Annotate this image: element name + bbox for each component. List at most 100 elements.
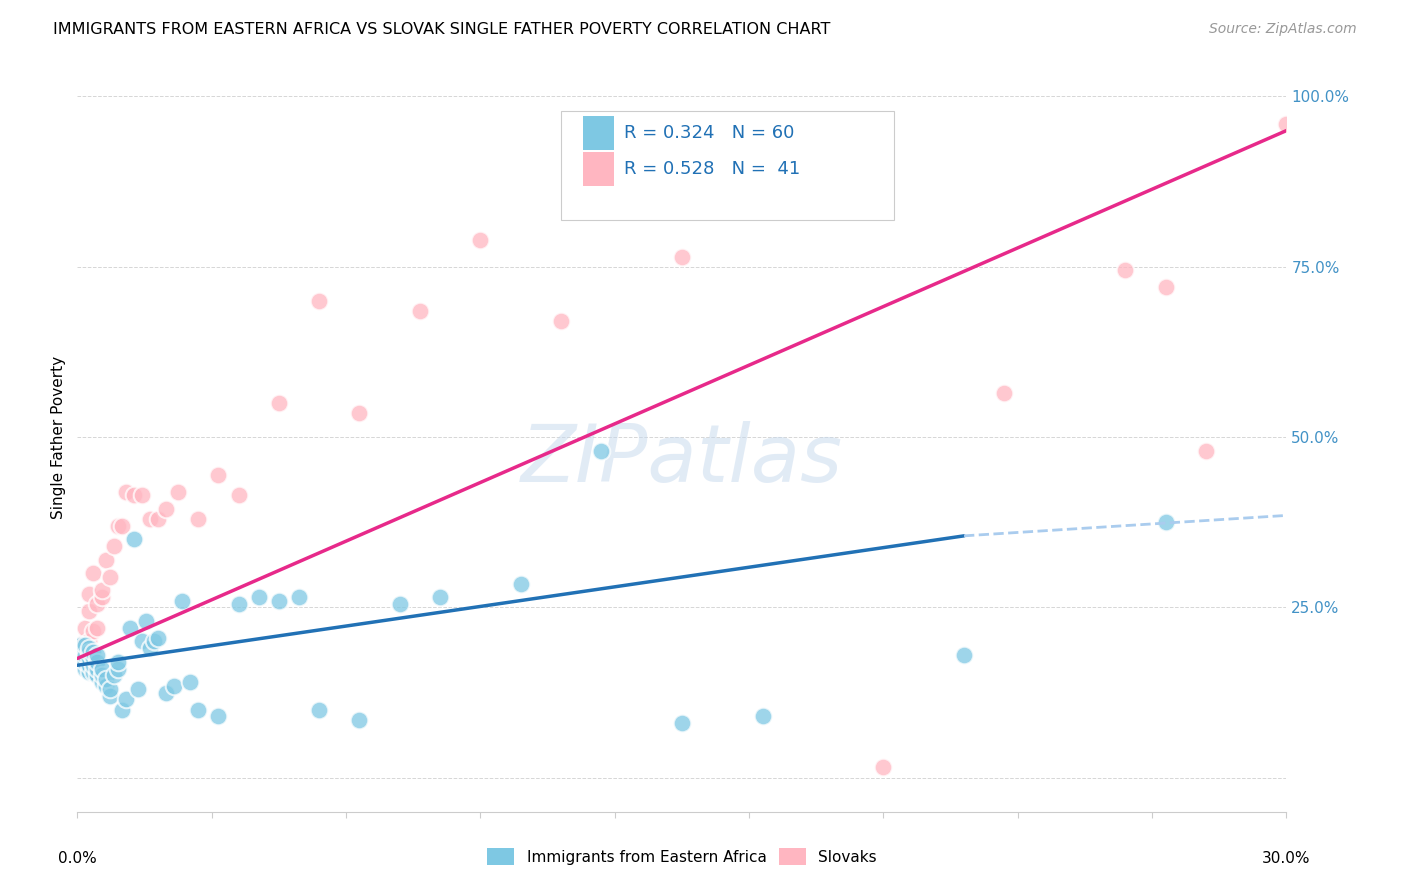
- Text: 0.0%: 0.0%: [58, 851, 97, 865]
- Point: [79, 651, 101, 665]
- Point: [127, 682, 149, 697]
- Point: [179, 675, 201, 690]
- Point: [107, 518, 129, 533]
- Point: [142, 634, 165, 648]
- Point: [75, 621, 97, 635]
- Point: [187, 512, 209, 526]
- Text: Source: ZipAtlas.com: Source: ZipAtlas.com: [1209, 22, 1357, 37]
- Point: [228, 488, 250, 502]
- Text: R = 0.324   N = 60: R = 0.324 N = 60: [624, 124, 794, 142]
- Point: [288, 590, 311, 604]
- Point: [75, 662, 97, 676]
- Point: [122, 533, 145, 547]
- Point: [90, 662, 112, 676]
- Point: [107, 655, 129, 669]
- Point: [267, 396, 290, 410]
- Point: [207, 709, 229, 723]
- Point: [75, 655, 97, 669]
- Point: [308, 293, 330, 308]
- Point: [163, 679, 186, 693]
- Point: [349, 406, 371, 420]
- Point: [82, 645, 104, 659]
- Point: [98, 689, 121, 703]
- Point: [86, 648, 108, 662]
- Point: [111, 518, 134, 533]
- Point: [953, 648, 976, 662]
- Point: [550, 314, 572, 328]
- Text: R = 0.528   N =  41: R = 0.528 N = 41: [624, 161, 800, 178]
- Point: [122, 488, 145, 502]
- Point: [75, 634, 97, 648]
- Point: [409, 304, 432, 318]
- Point: [70, 651, 93, 665]
- Point: [79, 604, 101, 618]
- Legend: Immigrants from Eastern Africa, Slovaks: Immigrants from Eastern Africa, Slovaks: [481, 842, 883, 871]
- Text: IMMIGRANTS FROM EASTERN AFRICA VS SLOVAK SINGLE FATHER POVERTY CORRELATION CHART: IMMIGRANTS FROM EASTERN AFRICA VS SLOVAK…: [53, 22, 831, 37]
- Point: [90, 668, 112, 682]
- Point: [94, 672, 117, 686]
- Point: [1154, 515, 1177, 529]
- Point: [111, 702, 134, 716]
- Point: [388, 597, 411, 611]
- Point: [107, 662, 129, 676]
- Point: [509, 576, 531, 591]
- Point: [86, 621, 108, 635]
- Point: [207, 467, 229, 482]
- Point: [90, 590, 112, 604]
- Point: [167, 484, 190, 499]
- Point: [155, 501, 177, 516]
- Point: [82, 658, 104, 673]
- Point: [470, 233, 492, 247]
- Point: [103, 539, 125, 553]
- Point: [349, 713, 371, 727]
- Point: [70, 638, 93, 652]
- Point: [429, 590, 451, 604]
- Point: [86, 668, 108, 682]
- Point: [146, 631, 169, 645]
- Point: [146, 512, 169, 526]
- Point: [751, 709, 773, 723]
- Point: [103, 668, 125, 682]
- Point: [671, 716, 693, 731]
- Point: [98, 570, 121, 584]
- Point: [247, 590, 270, 604]
- Point: [993, 385, 1015, 400]
- Point: [671, 250, 693, 264]
- Point: [79, 658, 101, 673]
- Point: [135, 614, 157, 628]
- Point: [90, 583, 112, 598]
- Text: ZIPatlas: ZIPatlas: [520, 420, 844, 499]
- Point: [79, 641, 101, 656]
- Point: [79, 665, 101, 679]
- Point: [82, 651, 104, 665]
- Point: [94, 552, 117, 566]
- Point: [86, 597, 108, 611]
- Point: [228, 597, 250, 611]
- Point: [70, 645, 93, 659]
- Point: [308, 702, 330, 716]
- Point: [98, 682, 121, 697]
- FancyBboxPatch shape: [582, 153, 614, 186]
- Point: [1154, 280, 1177, 294]
- Point: [114, 484, 136, 499]
- FancyBboxPatch shape: [561, 112, 894, 219]
- Point: [90, 675, 112, 690]
- Point: [86, 662, 108, 676]
- Point: [872, 760, 894, 774]
- Point: [172, 593, 194, 607]
- Point: [131, 634, 153, 648]
- Point: [139, 512, 162, 526]
- Y-axis label: Single Father Poverty: Single Father Poverty: [51, 356, 66, 518]
- Point: [591, 443, 613, 458]
- Text: 30.0%: 30.0%: [1263, 851, 1310, 865]
- Point: [82, 624, 104, 639]
- Point: [94, 679, 117, 693]
- Point: [1275, 117, 1298, 131]
- Point: [1195, 443, 1218, 458]
- FancyBboxPatch shape: [582, 116, 614, 150]
- Point: [131, 488, 153, 502]
- Point: [75, 648, 97, 662]
- Point: [155, 685, 177, 699]
- Point: [79, 587, 101, 601]
- Point: [267, 593, 290, 607]
